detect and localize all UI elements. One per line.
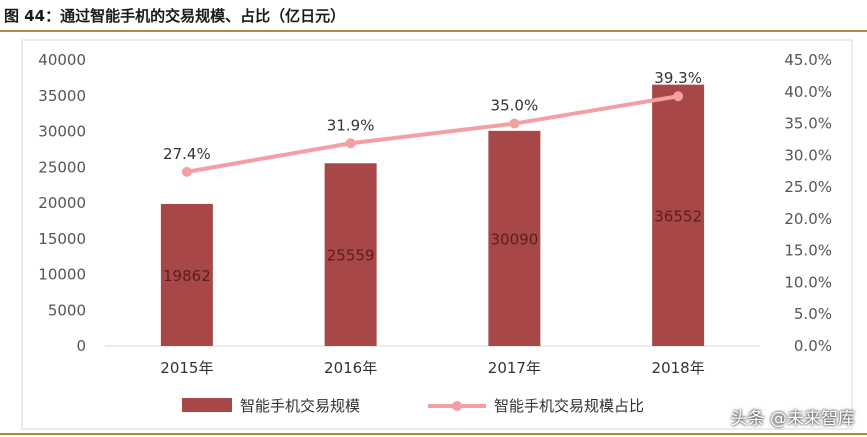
right-axis-tick-label: 30.0% (784, 146, 832, 164)
line-path (186, 94, 679, 174)
bar (652, 84, 705, 346)
legend-swatch-marker (452, 401, 462, 411)
right-axis-tick-label: 45.0% (784, 51, 832, 69)
bar-series (160, 84, 705, 346)
line-point (345, 138, 356, 149)
left-axis-tick-label: 0 (76, 337, 86, 355)
figure-title-bar: 图 44：通过智能手机的交易规模、占比（亿日元） (0, 0, 867, 30)
left-axis-ticks: 0 5000 10000 15000 20000 25000 30000 35000 40000 (38, 51, 86, 355)
legend-label-line: 智能手机交易规模占比 (494, 397, 644, 415)
left-axis-tick-label: 20000 (38, 194, 86, 212)
right-axis-tick-label: 15.0% (784, 242, 832, 260)
legend: 智能手机交易规模 智能手机交易规模占比 (182, 397, 644, 415)
title-divider (0, 30, 867, 32)
line-series (181, 91, 684, 177)
x-axis-tick-label: 2016年 (324, 359, 377, 377)
bar-value-label: 19862 (163, 267, 211, 285)
line-point (673, 91, 684, 102)
line-value-label: 31.9% (327, 116, 375, 134)
legend-swatch-bar (182, 398, 232, 412)
left-axis-tick-label: 15000 (38, 230, 86, 248)
left-axis-tick-label: 30000 (38, 123, 86, 141)
right-axis-tick-label: 10.0% (784, 273, 832, 291)
line-value-label: 27.4% (163, 145, 211, 163)
left-axis-tick-label: 10000 (38, 266, 86, 284)
line-point (181, 166, 192, 177)
bar (488, 130, 541, 346)
legend-label-bar: 智能手机交易规模 (240, 397, 360, 415)
combo-chart: 0 5000 10000 15000 20000 25000 30000 35000 40000… (21, 39, 853, 430)
right-axis-tick-label: 0.0% (794, 337, 832, 355)
x-axis-tick-label: 2018年 (652, 359, 705, 377)
bar-value-label: 30090 (491, 230, 539, 248)
bar (324, 163, 377, 346)
line-value-labels: 27.4% 31.9% 35.0% 39.3% (163, 69, 702, 163)
plot-frame (21, 39, 853, 430)
left-axis-tick-label: 35000 (38, 87, 86, 105)
x-axis-ticks: 2015年 2016年 2017年 2018年 (160, 359, 704, 377)
watermark: 头条 @未来智库 (730, 409, 855, 429)
x-axis-tick-label: 2015年 (160, 359, 213, 377)
bottom-divider (0, 433, 867, 435)
right-axis-ticks: 0.0% 5.0% 10.0% 15.0% 20.0% 25.0% 30.0% 35.0% 40… (784, 51, 832, 355)
line-value-label: 39.3% (654, 69, 702, 87)
right-axis-tick-label: 40.0% (784, 83, 832, 101)
left-axis-tick-label: 40000 (38, 51, 86, 69)
figure-title: 图 44：通过智能手机的交易规模、占比（亿日元） (4, 7, 346, 25)
bar-value-labels: 19862 25559 30090 36552 (163, 207, 702, 285)
right-axis-tick-label: 25.0% (784, 178, 832, 196)
left-axis-tick-label: 25000 (38, 158, 86, 176)
right-axis-tick-label: 20.0% (784, 210, 832, 228)
bar-value-label: 36552 (654, 207, 702, 225)
x-axis-tick-label: 2017年 (488, 359, 541, 377)
bar-value-label: 25559 (327, 247, 375, 265)
right-axis-tick-label: 35.0% (784, 115, 832, 133)
right-axis-tick-label: 5.0% (794, 305, 832, 323)
bar (160, 203, 213, 346)
chart-border (21, 39, 853, 430)
line-value-label: 35.0% (491, 97, 539, 115)
line-point (509, 118, 520, 129)
left-axis-tick-label: 5000 (48, 301, 86, 319)
